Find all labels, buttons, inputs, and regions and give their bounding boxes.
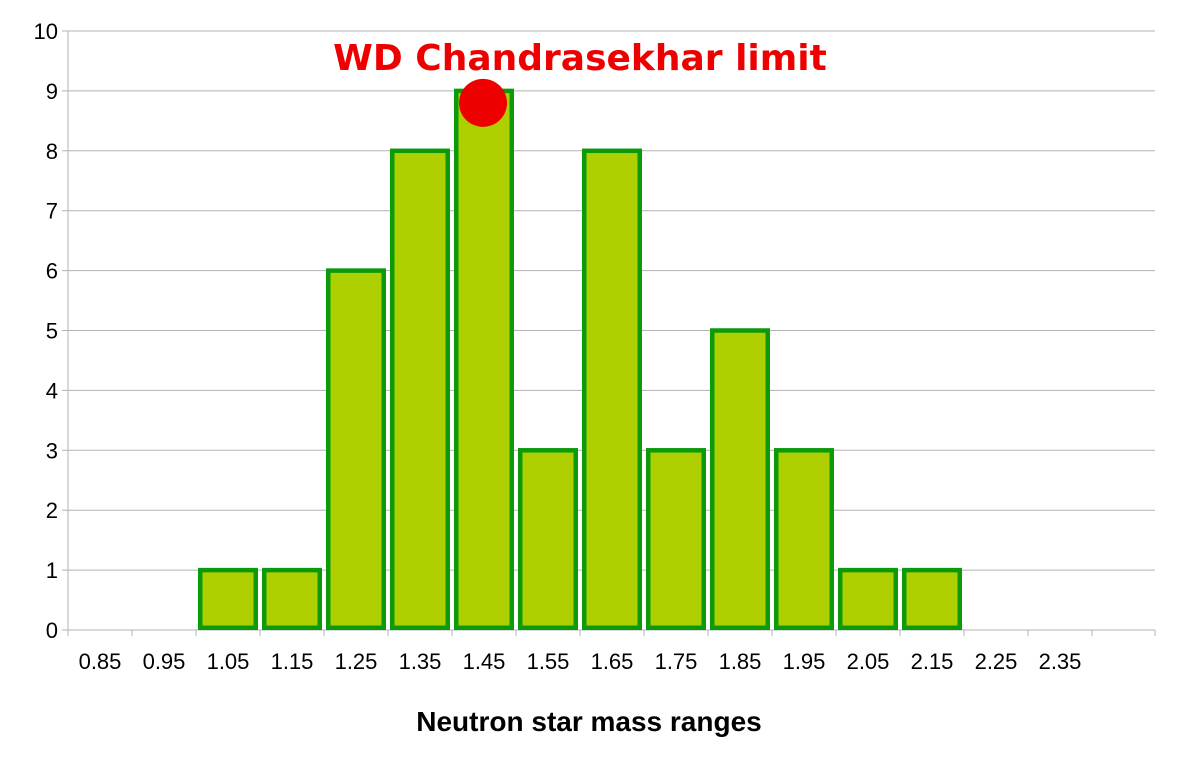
x-tick-label: 1.35 [399, 649, 442, 674]
x-axis-title: Neutron star mass ranges [416, 706, 761, 737]
y-tick-label: 4 [46, 378, 58, 403]
bar-1.55 [518, 448, 578, 630]
x-tick-label: 1.65 [591, 649, 634, 674]
bar-1.95 [774, 448, 834, 630]
chandrasekhar-limit-marker [459, 78, 507, 127]
y-tick-label: 0 [46, 618, 58, 643]
x-tick-label: 1.75 [655, 649, 698, 674]
x-tick-label: 0.95 [143, 649, 186, 674]
bar-1.05 [198, 567, 258, 630]
bar-1.75 [646, 448, 706, 630]
bar-2.05 [838, 567, 898, 630]
axes [62, 30, 1156, 636]
x-tick-label: 1.45 [463, 649, 506, 674]
x-tick-labels: 0.85 0.95 1.05 1.15 1.25 1.35 1.45 1.55 1.65 1.75… [79, 649, 1082, 674]
x-tick-label: 2.35 [1039, 649, 1082, 674]
y-tick-label: 9 [46, 79, 58, 104]
x-tick-label: 1.15 [271, 649, 314, 674]
x-tick-label: 2.15 [911, 649, 954, 674]
bar-2.15 [902, 567, 962, 630]
bar-1.15 [262, 567, 322, 630]
y-tick-label: 7 [46, 199, 58, 224]
x-tick-label: 2.05 [847, 649, 890, 674]
y-tick-label: 5 [46, 319, 58, 344]
bar-1.25 [326, 268, 386, 630]
bar-1.65 [582, 148, 642, 631]
x-tick-label: 1.05 [207, 649, 250, 674]
y-tick-label: 3 [46, 438, 58, 463]
y-tick-label: 8 [46, 139, 58, 164]
y-tick-label: 1 [46, 558, 58, 583]
x-tick-label: 1.55 [527, 649, 570, 674]
x-tick-label: 2.25 [975, 649, 1018, 674]
y-tick-label: 6 [46, 259, 58, 284]
bar-1.35 [390, 148, 450, 631]
y-tick-label: 10 [34, 19, 58, 44]
y-tick-labels: 0 1 2 3 4 5 6 7 8 9 10 [34, 19, 58, 643]
x-tick-label: 1.85 [719, 649, 762, 674]
chandrasekhar-limit-label: WD Chandrasekhar limit [333, 38, 827, 79]
x-tick-label: 0.85 [79, 649, 122, 674]
x-tick-label: 1.95 [783, 649, 826, 674]
bar-1.45 [454, 88, 514, 630]
bar-1.85 [710, 328, 770, 630]
y-tick-label: 2 [46, 498, 58, 523]
x-tick-label: 1.25 [335, 649, 378, 674]
bars [198, 88, 962, 631]
